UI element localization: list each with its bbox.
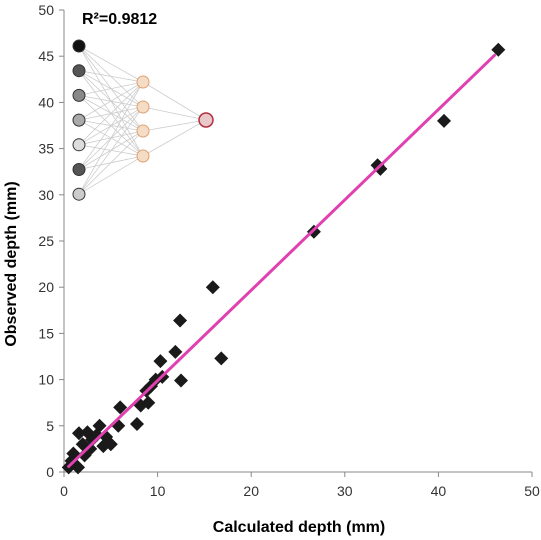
input-node xyxy=(72,187,86,201)
network-connection xyxy=(78,106,144,195)
data-point xyxy=(491,42,506,57)
y-tick-label: 0 xyxy=(46,464,54,480)
network-connection xyxy=(78,81,144,96)
network-connection xyxy=(78,70,144,83)
x-tick-label: 30 xyxy=(337,483,353,499)
network-connection xyxy=(142,106,207,121)
data-point xyxy=(373,161,388,176)
data-point xyxy=(92,418,107,433)
data-point xyxy=(173,313,188,328)
data-point xyxy=(168,344,183,359)
hidden-node xyxy=(136,100,150,114)
input-node xyxy=(72,163,86,176)
data-point xyxy=(71,426,86,441)
network-connection xyxy=(78,81,144,121)
r-squared-annotation: R²=0.9812 xyxy=(82,11,157,28)
neural-network-icon xyxy=(72,39,214,201)
x-axis-ticks: 0 10 20 30 40 50 xyxy=(60,472,540,499)
data-points xyxy=(61,42,506,475)
y-tick-label: 10 xyxy=(38,372,54,388)
y-tick-label: 5 xyxy=(46,418,54,434)
x-tick-label: 50 xyxy=(524,483,540,499)
y-tick-label: 40 xyxy=(38,94,54,110)
input-node xyxy=(72,64,86,78)
y-tick-label: 50 xyxy=(38,2,54,18)
input-node xyxy=(72,113,86,127)
data-point xyxy=(437,113,452,128)
y-axis-title: Observed depth (mm) xyxy=(3,181,20,346)
trendline-group xyxy=(67,53,497,468)
network-connection xyxy=(78,81,144,146)
network-connection xyxy=(142,119,207,132)
network-connection xyxy=(142,119,207,157)
data-point xyxy=(174,373,188,388)
network-connection xyxy=(78,130,144,195)
data-point xyxy=(103,437,118,452)
y-tick-label: 20 xyxy=(38,279,54,295)
y-tick-label: 45 xyxy=(38,48,54,64)
input-node xyxy=(72,88,86,102)
input-node xyxy=(72,39,86,53)
y-axis-ticks: 0 5 10 15 20 25 30 35 40 45 50 xyxy=(38,2,64,480)
y-tick-label: 25 xyxy=(38,233,54,249)
network-connection xyxy=(142,81,207,121)
data-point xyxy=(130,416,145,431)
data-point xyxy=(83,441,98,456)
data-point xyxy=(153,354,168,369)
y-tick-label: 30 xyxy=(38,187,54,203)
y-tick-label: 15 xyxy=(38,325,54,341)
data-point xyxy=(141,395,156,410)
network-connection xyxy=(78,45,144,83)
y-tick-label: 35 xyxy=(38,141,54,157)
network-connection xyxy=(78,81,144,195)
input-node xyxy=(72,138,86,152)
network-connection xyxy=(78,155,144,195)
x-tick-label: 10 xyxy=(150,483,166,499)
data-point xyxy=(113,400,128,415)
x-tick-label: 20 xyxy=(243,483,259,499)
x-tick-label: 0 xyxy=(60,483,68,499)
data-point xyxy=(205,280,220,295)
x-tick-label: 40 xyxy=(431,483,447,499)
data-point xyxy=(71,460,86,475)
hidden-node xyxy=(136,124,150,138)
network-connection xyxy=(78,81,144,170)
trendline xyxy=(67,53,497,468)
hidden-node xyxy=(136,149,150,163)
x-axis-title: Calculated depth (mm) xyxy=(213,519,385,536)
data-point xyxy=(214,351,229,366)
output-node xyxy=(198,112,214,128)
hidden-node xyxy=(136,75,150,89)
data-point xyxy=(111,418,126,433)
